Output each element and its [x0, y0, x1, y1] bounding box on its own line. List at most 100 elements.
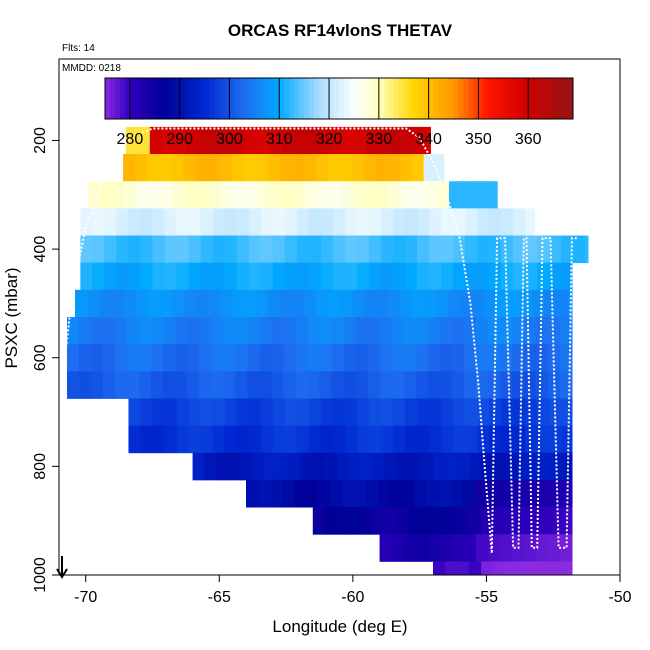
colorbar-segment	[304, 78, 310, 119]
heatmap-cell	[372, 507, 386, 535]
colorbar-segment	[513, 78, 519, 119]
heatmap-cell	[384, 507, 398, 535]
heatmap-cell	[212, 398, 226, 427]
heatmap-cell	[477, 398, 490, 427]
heatmap-cell	[137, 126, 151, 155]
colorbar-segment	[169, 78, 176, 119]
heatmap-cell	[344, 208, 358, 236]
heatmap-cell	[80, 262, 93, 291]
heatmap-cell	[469, 561, 482, 576]
heatmap-cell	[128, 425, 142, 454]
heatmap-cell	[232, 181, 246, 209]
heatmap-cell	[507, 289, 521, 318]
heatmap-cell	[433, 507, 446, 535]
colorbar-segment	[124, 78, 131, 119]
heatmap-cell	[295, 371, 309, 399]
heatmap-cell	[408, 507, 422, 535]
colorbar-segment	[159, 78, 166, 119]
x-axis-label: Longitude (deg E)	[272, 617, 407, 636]
heatmap-cell	[103, 344, 116, 372]
heatmap-cell	[231, 154, 244, 182]
heatmap-cell	[328, 181, 342, 209]
heatmap-cell	[308, 208, 322, 236]
heatmap-cell	[164, 235, 178, 264]
heatmap-cell	[199, 317, 212, 345]
heatmap-cell	[219, 289, 232, 318]
heatmap-cell	[535, 371, 549, 399]
heatmap-cell	[92, 235, 106, 264]
heatmap-cell	[282, 126, 295, 155]
colorbar-segment	[463, 78, 469, 119]
heatmap-cell	[67, 317, 80, 345]
heatmap-cell	[517, 561, 530, 576]
heatmap-cell	[380, 208, 394, 236]
heatmap-cell	[553, 507, 566, 535]
heatmap-cell	[523, 534, 537, 562]
heatmap-cell	[525, 235, 538, 264]
heatmap-cell	[160, 181, 174, 209]
heatmap-cell	[187, 317, 200, 345]
heatmap-cell	[207, 154, 220, 182]
heatmap-cell	[163, 317, 176, 345]
heatmap-cell	[318, 126, 331, 155]
heatmap-cell	[525, 262, 538, 291]
heatmap-cell	[457, 452, 470, 481]
heatmap-cell	[104, 208, 118, 236]
heatmap-cell	[224, 425, 238, 454]
heatmap-cell	[465, 425, 478, 454]
heatmap-cell	[505, 452, 518, 481]
colorbar-segment	[528, 78, 534, 119]
colorbar-segment	[493, 78, 499, 119]
colorbar-segment	[408, 78, 415, 119]
heatmap-cell	[392, 235, 406, 264]
heatmap-cell	[354, 126, 367, 155]
heatmap-cell	[183, 289, 196, 318]
heatmap-cell	[495, 289, 509, 318]
heatmap-cell	[209, 126, 223, 155]
heatmap-cell	[324, 507, 338, 535]
heatmap-cell	[256, 181, 270, 209]
y-tick-label: 400	[32, 236, 49, 263]
heatmap-cell	[295, 317, 309, 345]
heatmap-cell	[247, 317, 260, 345]
heatmap-cell	[379, 317, 393, 345]
heatmap-cell	[175, 371, 188, 399]
heatmap-cell	[246, 126, 259, 155]
heatmap-cell	[411, 289, 425, 318]
heatmap-cell	[547, 534, 561, 562]
colorbar-segment	[184, 78, 191, 119]
heatmap-cell	[270, 126, 283, 155]
down-arrow-icon	[56, 556, 68, 579]
heatmap-cell	[411, 154, 425, 182]
colorbar-segment	[433, 78, 440, 119]
heatmap-cell	[537, 262, 550, 291]
colorbar-segment	[199, 78, 206, 119]
colorbar-segment	[189, 78, 196, 119]
heatmap-cell	[547, 317, 561, 345]
heatmap-cell	[534, 479, 548, 508]
heatmap-cell	[513, 398, 526, 427]
colorbar-segment	[269, 78, 275, 119]
heatmap-cell	[316, 181, 330, 209]
colorbar-segment	[448, 78, 455, 119]
heatmap-cell	[428, 208, 442, 236]
heatmap-cell	[415, 534, 429, 562]
heatmap-cell	[235, 317, 248, 345]
heatmap-cell	[276, 452, 290, 481]
heatmap-cell	[272, 425, 286, 454]
heatmap-cell	[558, 479, 572, 508]
colorbar-segment	[488, 78, 494, 119]
heatmap-cell	[402, 479, 415, 508]
heatmap-cell	[211, 371, 224, 399]
heatmap-cell	[228, 452, 242, 481]
heatmap-cell	[104, 262, 118, 291]
heatmap-cell	[236, 425, 250, 454]
heatmap-cell	[312, 452, 326, 481]
heatmap-cell	[219, 154, 232, 182]
heatmap-cell	[343, 317, 357, 345]
colorbar-segment	[174, 78, 181, 119]
colorbar-segment	[428, 78, 435, 119]
heatmap-cell	[535, 317, 549, 345]
heatmap-cell	[344, 235, 358, 264]
